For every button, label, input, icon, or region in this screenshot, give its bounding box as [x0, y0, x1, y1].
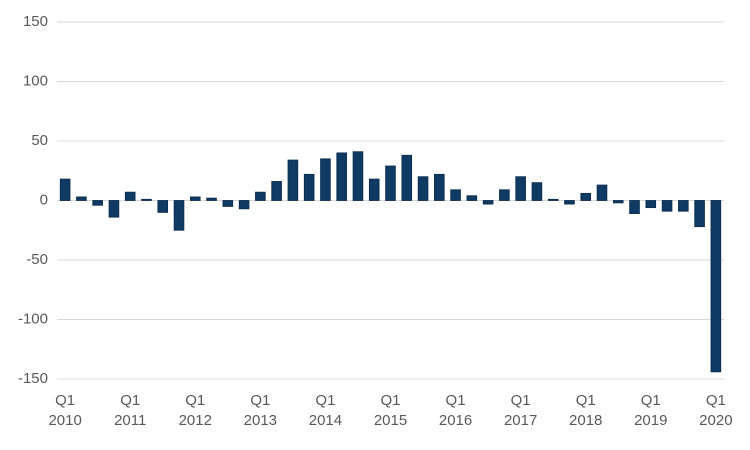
x-tick-label: Q1 2017 — [503, 392, 538, 429]
bar — [531, 182, 543, 201]
bar — [564, 200, 575, 205]
bar — [287, 159, 299, 201]
bar — [271, 181, 282, 201]
bar — [303, 173, 315, 201]
bar — [336, 152, 347, 201]
bar — [580, 192, 592, 201]
x-tick-label: Q1 2020 — [699, 392, 733, 429]
y-tick-label: 100 — [23, 72, 48, 89]
bar — [385, 165, 396, 201]
bar — [482, 200, 494, 205]
bar — [694, 200, 705, 228]
bar — [466, 195, 478, 201]
x-tick-label: Q1 2018 — [569, 392, 603, 429]
bar — [352, 151, 364, 201]
bar — [59, 178, 71, 201]
bar — [92, 200, 103, 206]
bar — [157, 200, 169, 213]
bar — [76, 196, 87, 201]
bar — [206, 197, 217, 201]
x-tick-label: Q1 2014 — [308, 392, 343, 429]
bar — [596, 184, 608, 201]
bar — [255, 191, 266, 201]
bar — [434, 173, 445, 201]
x-tick-label: Q1 2019 — [634, 392, 668, 429]
bar — [189, 196, 201, 201]
bar — [450, 189, 461, 201]
x-tick-label: Q1 2011 — [114, 392, 147, 429]
bar — [612, 200, 624, 204]
bar — [417, 176, 429, 201]
x-tick-label: Q1 2012 — [178, 392, 212, 429]
bar — [368, 178, 380, 201]
bar — [645, 200, 657, 209]
y-tick-label: -50 — [26, 251, 48, 268]
x-tick-label: Q1 2016 — [438, 392, 473, 429]
x-tick-label: Q1 2010 — [48, 392, 82, 429]
x-tick-label: Q1 2015 — [373, 392, 408, 429]
y-tick-label: 150 — [23, 13, 48, 30]
x-tick-label: Q1 2013 — [243, 392, 278, 429]
bar — [515, 176, 526, 201]
y-tick-label: -150 — [18, 370, 48, 387]
bar — [238, 200, 250, 210]
y-tick-label: -100 — [18, 310, 48, 327]
bar — [629, 200, 640, 214]
bar — [661, 200, 673, 212]
bar — [173, 200, 185, 231]
y-tick-label: 0 — [40, 191, 48, 208]
bar — [547, 198, 559, 201]
y-tick-label: 50 — [31, 132, 48, 149]
bar — [710, 200, 722, 373]
bar — [320, 158, 331, 201]
bar — [141, 198, 152, 201]
bar — [124, 191, 136, 201]
bar — [678, 200, 689, 212]
bar — [401, 154, 413, 201]
bar — [108, 200, 120, 218]
bar — [499, 189, 510, 201]
bar — [222, 200, 234, 207]
